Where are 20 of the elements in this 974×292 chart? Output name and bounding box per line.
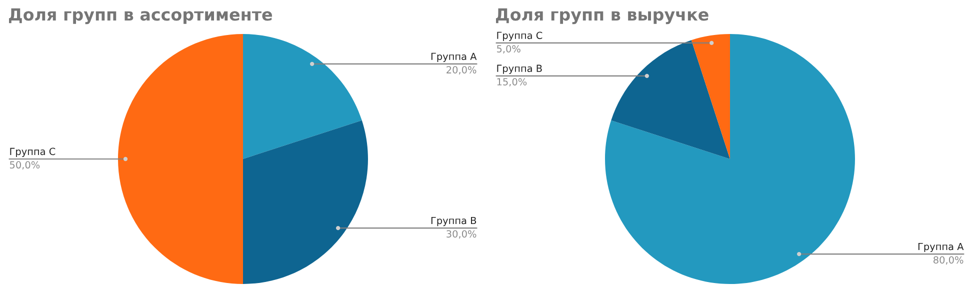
slice-label: Группа B	[497, 64, 542, 74]
slice-label: Группа C	[497, 32, 542, 41]
slice-label: Группа B	[431, 216, 476, 226]
data-label: 30,0%	[446, 230, 476, 239]
pie-slice	[118, 34, 243, 284]
slice-label: Группа A	[431, 52, 477, 62]
data-label: 20,0%	[446, 66, 476, 74]
pie-slice	[243, 34, 362, 159]
pie-slice	[691, 34, 730, 159]
pie-slice	[605, 34, 855, 284]
data-label: 50,0%	[10, 161, 40, 170]
chart-title: Доля групп в ассортименте	[9, 8, 272, 24]
data-label: 15,0%	[497, 78, 527, 86]
chart-title: Доля групп в выручке	[496, 8, 708, 24]
slice-label: Группа A	[918, 242, 964, 252]
pie-slice	[611, 40, 730, 159]
pie-slice	[243, 120, 368, 284]
slice-label: Группа C	[10, 148, 56, 157]
data-label: 80,0%	[934, 256, 964, 265]
data-label: 5,0%	[497, 45, 520, 54]
